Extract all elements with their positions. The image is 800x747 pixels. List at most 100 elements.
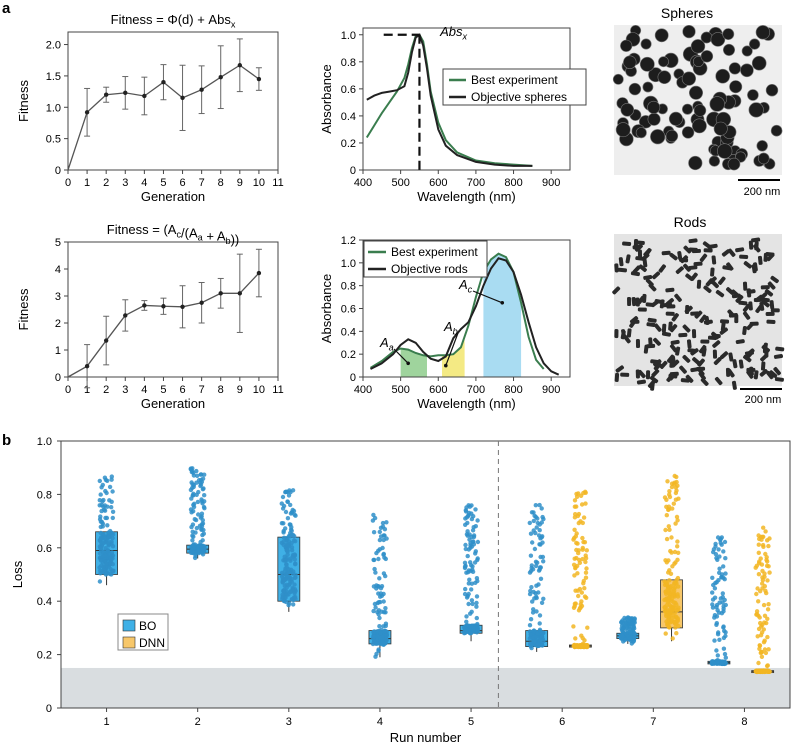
loss-point [292,557,297,562]
loss-point [622,615,627,621]
nanorod [671,359,680,368]
micrograph-spheres: Spheres 200 nm [612,5,783,198]
loss-point [673,521,678,526]
loss-point [764,590,769,596]
loss-point [759,562,765,567]
loss-point [462,564,468,569]
loss-point [662,597,667,603]
loss-point [667,578,672,583]
y-tick-label: 0.4 [341,111,356,123]
loss-point [758,620,763,626]
loss-point [107,498,112,503]
y-tick-label: 0.6 [341,304,356,316]
loss-point [753,565,758,570]
nanorod [699,253,708,262]
nanorod [685,273,694,281]
loss-point [286,567,291,572]
nanorod [661,250,671,256]
loss-point [578,605,583,610]
loss-point [675,518,680,523]
loss-point [759,654,765,659]
box-bo-run-2 [186,466,210,561]
nanorod [742,325,747,336]
nanosphere [700,50,714,63]
nanorod [746,370,754,379]
loss-point [475,557,480,563]
loss-point [530,540,535,545]
x-tick-label: 10 [253,177,265,189]
loss-point [668,584,674,589]
nanorod [702,241,712,249]
nanorod [686,339,692,349]
loss-point [98,514,103,519]
nanosphere [654,28,669,43]
series-line-objective [366,33,533,167]
nanorod [715,289,725,298]
loss-point [529,585,534,590]
nanorod [645,370,651,380]
loss-point [723,602,728,608]
loss-point [201,547,206,552]
loss-point [766,543,771,549]
loss-point [288,579,293,584]
nanorod [710,267,715,277]
loss-point [97,478,103,484]
y-tick-label: 4 [55,264,61,276]
loss-point [381,571,387,576]
loss-point [470,601,475,607]
legend-label: Best experiment [391,245,478,259]
plot-frame [67,31,279,171]
loss-point [378,534,384,539]
nanorod [618,257,624,267]
chart-title: Fitness = Φ(d) + Absx [111,12,236,29]
nanorod [620,372,630,377]
plot-frame [67,241,279,378]
nanorod [759,369,768,377]
annotation-absx: Absx [439,24,467,41]
nanosphere [716,143,733,159]
nanorod [637,249,643,259]
nanorod [770,275,779,284]
nanosphere [715,68,731,84]
loss-point [286,533,292,539]
nanorod [651,271,661,280]
nanosphere [688,155,703,171]
x-tick-label: 600 [429,177,447,189]
loss-point [471,514,476,519]
nanorod [644,248,652,257]
loss-point [766,647,771,652]
loss-point [475,621,480,627]
loss-point [373,654,378,659]
loss-point [673,490,679,496]
nanorod [612,286,621,295]
data-point [161,79,166,85]
loss-point [674,631,679,636]
loss-point [190,538,195,543]
nanorod [679,365,687,374]
loss-point [539,634,545,639]
y-tick-label: 0.5 [46,134,61,146]
loss-point [541,516,546,522]
loss-point [104,515,110,521]
nanorod [665,287,675,293]
loss-point [621,622,626,627]
loss-point [721,609,726,614]
loss-point [384,629,389,634]
loss-point [374,583,379,588]
loss-point [578,519,583,524]
nanorod [638,264,647,273]
nanorod [651,369,660,378]
loss-point [293,575,298,580]
loss-point [285,489,290,495]
nanosphere [628,82,642,96]
nanosphere [623,55,637,69]
loss-point [759,649,765,655]
loss-point [716,610,722,615]
nanosphere [708,155,721,167]
loss-point [667,595,672,600]
loss-point [473,551,478,556]
loss-point [665,479,670,484]
nanorod [677,251,683,261]
nanorod [742,303,751,313]
data-point [123,90,128,96]
